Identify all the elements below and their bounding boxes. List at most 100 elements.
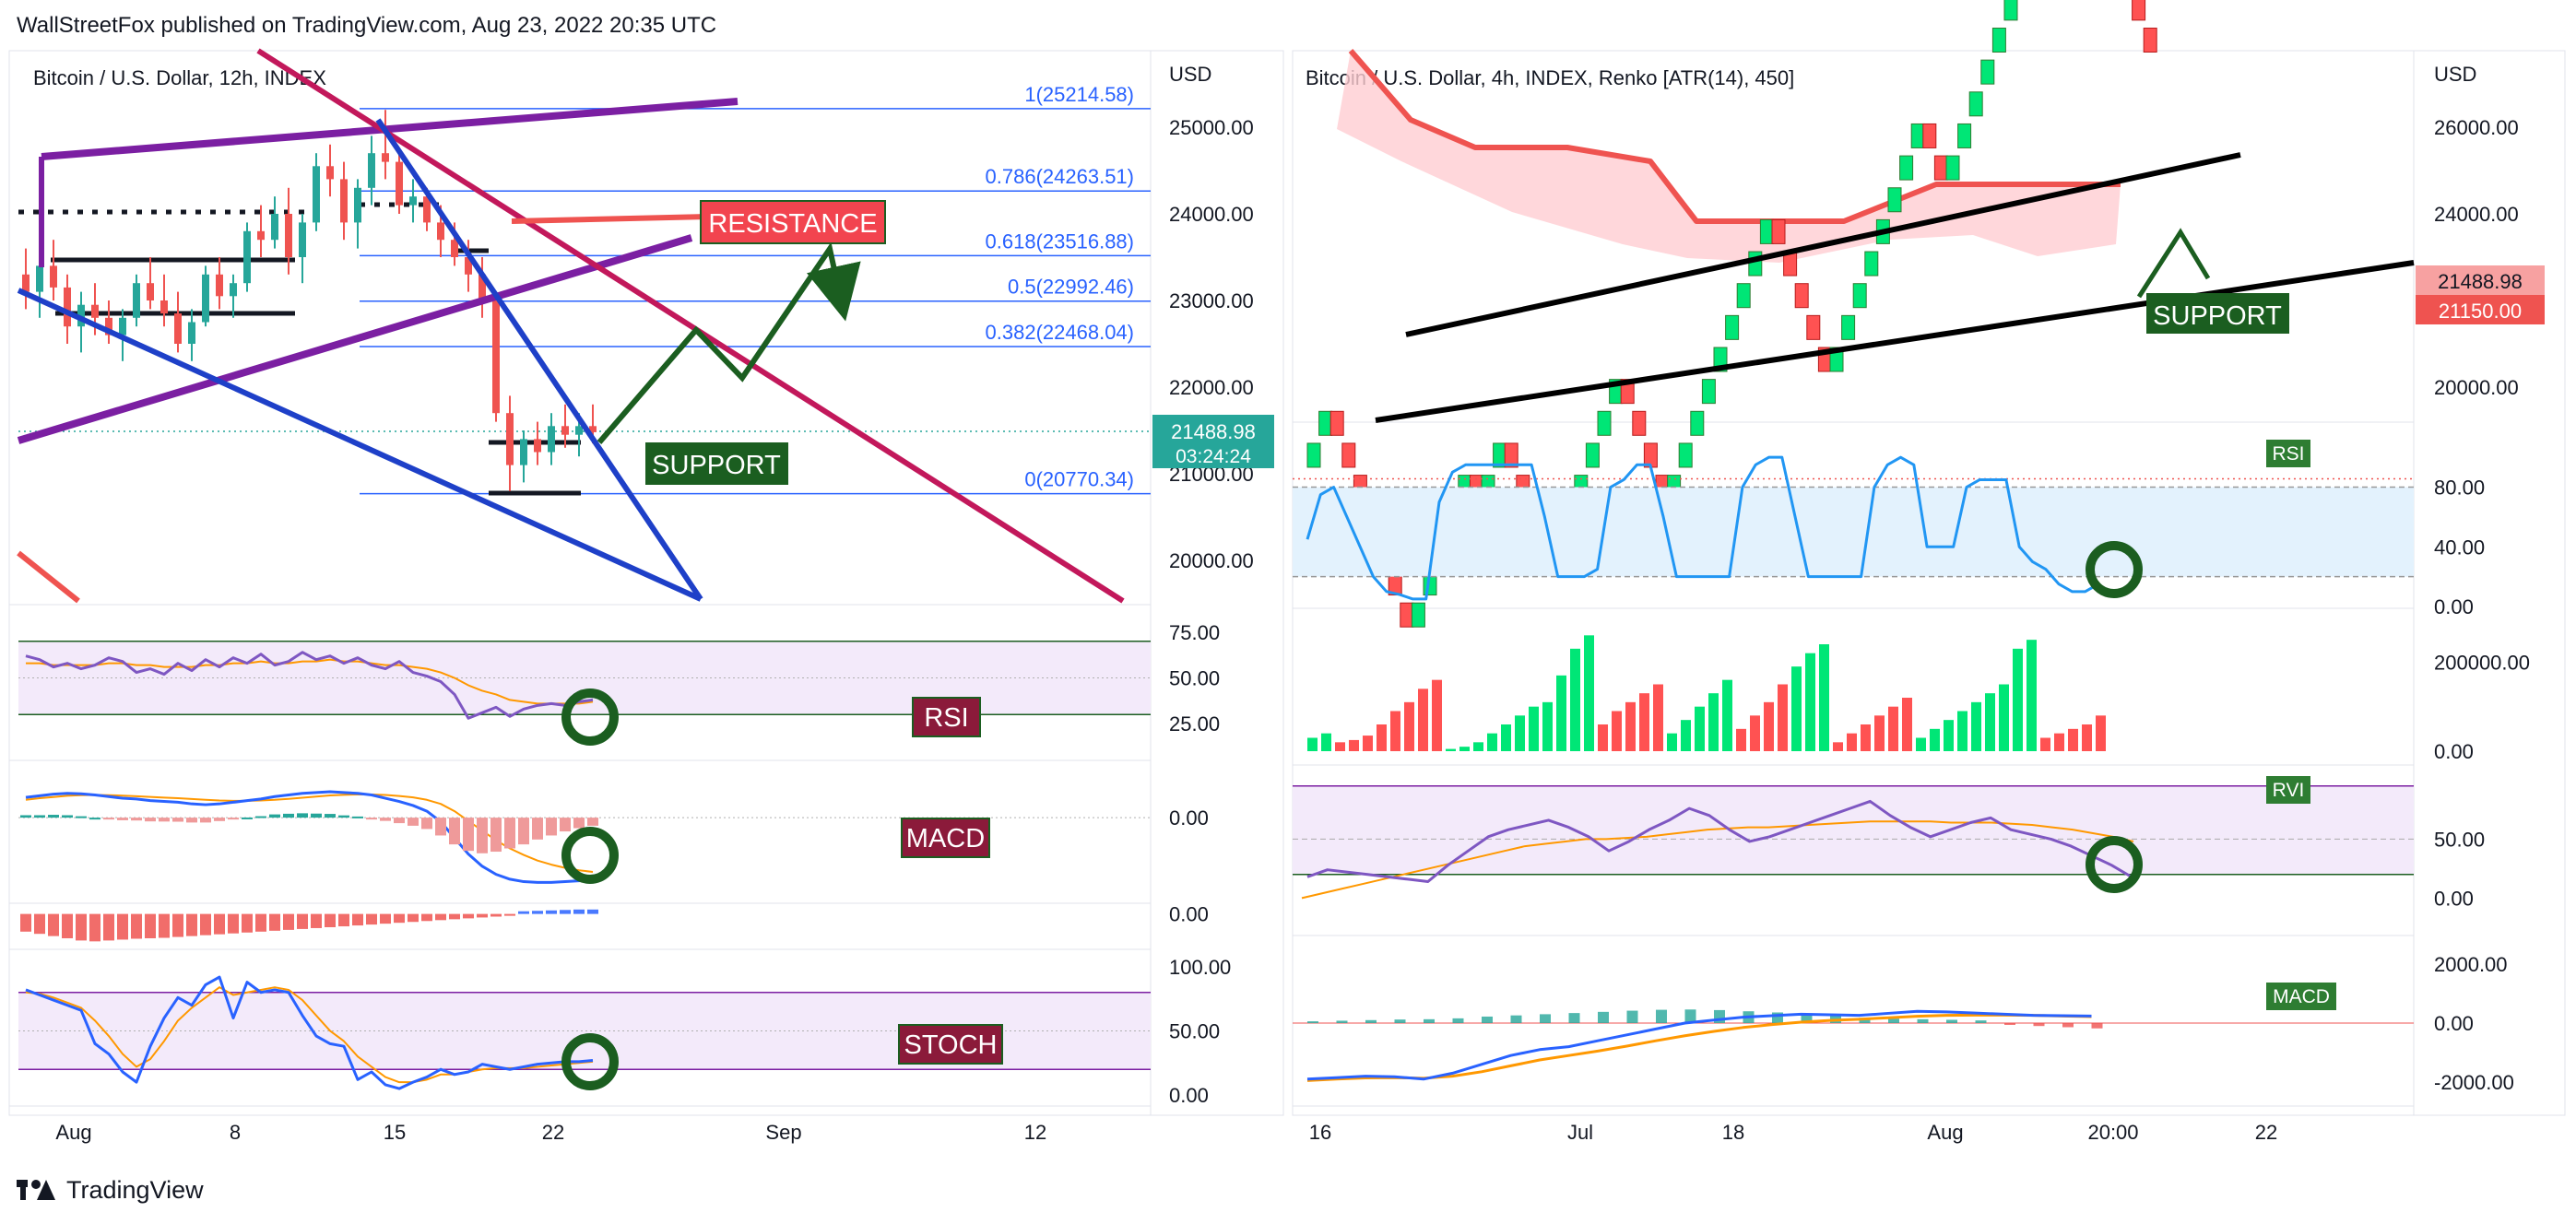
left-macd2-bar <box>380 913 391 924</box>
right-macd-hist-bar <box>2091 1023 2103 1029</box>
left-macd-hist-bar <box>242 817 253 819</box>
left-macd-hist-bar <box>228 818 239 820</box>
left-macd-hist-bar <box>48 815 59 818</box>
projection-arrow <box>597 241 861 444</box>
left-stoch-y-tick: 50.00 <box>1169 1019 1220 1042</box>
right-macd-hist-bar <box>2033 1023 2045 1027</box>
left-candle <box>396 161 403 206</box>
left-y-tick: 20000.00 <box>1169 549 1254 572</box>
left-rsi-label-box <box>912 697 981 737</box>
tradingview-footer[interactable]: TradingView <box>17 1176 204 1205</box>
left-macd-hist-bar <box>380 818 391 821</box>
left-y-tick: 24000.00 <box>1169 203 1254 226</box>
renko-brick <box>1504 442 1518 468</box>
left-macd2-bar <box>242 913 253 933</box>
left-macd2-bar <box>131 913 142 939</box>
left-macd2-bar <box>477 913 488 918</box>
left-stoch-label-box <box>898 1024 1003 1065</box>
right-x-tick-extra: 22 <box>2255 1121 2277 1144</box>
right-macd-hist-bar <box>2004 1023 2015 1025</box>
right-volume-bar <box>1542 701 1553 751</box>
renko-brick <box>1690 410 1705 436</box>
renko-brick <box>2003 0 2018 21</box>
renko-brick <box>2132 0 2146 21</box>
left-candle <box>326 166 334 180</box>
left-candle <box>230 283 237 297</box>
right-y-tick: 26000.00 <box>2434 116 2519 139</box>
left-candle <box>257 230 265 241</box>
left-candle <box>575 426 583 435</box>
right-macd-hist-bar <box>2062 1023 2074 1028</box>
right-volume-bar <box>1335 742 1345 751</box>
fib-level-label: 0.5(22992.46) <box>1008 276 1134 299</box>
right-volume-bar <box>2013 648 2023 751</box>
right-macd-hist-bar <box>1975 1020 1987 1023</box>
right-volume-bar <box>1930 728 1940 751</box>
right-macd-hist-bar <box>1307 1021 1318 1024</box>
renko-brick <box>1329 410 1344 436</box>
left-macd2-bar <box>172 913 183 937</box>
left-stoch-line <box>25 975 594 1090</box>
left-macd2-bar <box>532 911 543 914</box>
left-macd2-bar <box>228 913 239 934</box>
left-candle <box>382 153 389 162</box>
right-macd-label-box <box>2266 983 2336 1010</box>
left-macd2-bar <box>145 913 156 938</box>
right-volume-bar <box>1750 715 1760 751</box>
left-rsi-line <box>25 651 594 720</box>
fib-level-label: 0.786(24263.51) <box>986 165 1134 188</box>
left-macd2-bar <box>394 913 405 924</box>
left-macd-hist-bar <box>76 816 87 818</box>
left-macd-hist-bar <box>89 818 100 820</box>
right-rvi-label: RVI <box>2273 780 2305 801</box>
right-rvi-label-box <box>2266 776 2310 804</box>
left-macd-hist-bar <box>117 818 128 820</box>
fib-level-label: 0(20770.34) <box>1024 468 1134 491</box>
left-macd2-bar <box>186 913 197 936</box>
left-macd2-bar <box>62 913 73 938</box>
support-label-box <box>645 442 788 485</box>
left-chart-title: Bitcoin / U.S. Dollar, 12h, INDEX <box>33 66 326 89</box>
left-blue-upper-wedge <box>375 118 703 601</box>
renko-brick <box>1736 283 1751 309</box>
right-volume-y-tick: 200000.00 <box>2434 651 2530 674</box>
right-volume-bar <box>1888 706 1898 751</box>
left-macd-hist-bar <box>463 818 474 852</box>
right-volume-bar <box>1861 724 1871 751</box>
left-x-tick: 22 <box>542 1121 564 1144</box>
left-macd-hist-bar <box>186 818 197 823</box>
right-rvi-y-tick: 50.00 <box>2434 828 2485 851</box>
right-macd-hist-bar <box>1859 1018 1871 1023</box>
left-macd2-bar <box>20 913 31 932</box>
left-macd2-bar <box>546 910 557 914</box>
right-cloud-upper-line <box>1348 49 2121 224</box>
right-volume-bar <box>2068 728 2078 751</box>
right-last-price-tag <box>2416 265 2545 295</box>
right-rsi-band <box>1293 487 2414 577</box>
left-purple-upper-trendline <box>41 98 739 160</box>
right-y-tick: 24000.00 <box>2434 203 2519 226</box>
left-candle <box>451 240 458 257</box>
renko-brick <box>1864 251 1879 277</box>
left-candle <box>64 287 71 327</box>
right-volume-bar <box>1584 635 1594 751</box>
fib-level-label: 0.618(23516.88) <box>986 230 1134 253</box>
right-volume-bar <box>1667 733 1677 751</box>
renko-brick <box>1759 218 1774 244</box>
right-rvi-y-tick: 0.00 <box>2434 887 2474 910</box>
left-macd-label: MACD <box>906 824 985 853</box>
right-volume-bar <box>1791 666 1802 751</box>
left-macd2-bar <box>200 913 211 936</box>
renko-brick <box>1852 283 1867 309</box>
left-macd-hist-bar <box>560 818 571 832</box>
right-volume-bar <box>1515 715 1525 751</box>
left-candle <box>271 214 278 241</box>
left-macd-hist-bar <box>325 814 336 818</box>
right-macd-hist-bar <box>1801 1014 1813 1023</box>
left-macd-hist-bar <box>587 818 598 826</box>
left-macd-hist-bar <box>103 818 114 820</box>
right-macd-hist-bar <box>1772 1012 1783 1023</box>
right-rsi-label-box <box>2266 440 2310 467</box>
left-macd2-bar <box>325 913 336 927</box>
